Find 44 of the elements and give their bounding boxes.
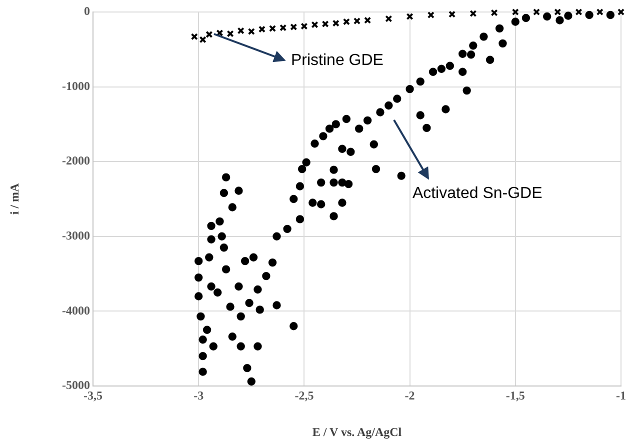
y-tick-label: -4000 xyxy=(62,303,90,318)
point xyxy=(206,30,213,38)
series-label: Pristine GDE xyxy=(291,52,384,70)
point xyxy=(280,24,287,32)
point xyxy=(448,10,456,18)
point xyxy=(554,8,562,16)
x-tick-label: -2,5 xyxy=(294,388,314,402)
point xyxy=(216,29,224,36)
point xyxy=(237,27,244,34)
point xyxy=(190,33,198,40)
point xyxy=(364,16,372,24)
point xyxy=(226,30,234,38)
point xyxy=(258,26,266,33)
point xyxy=(512,8,519,16)
point xyxy=(427,11,434,19)
point xyxy=(353,17,361,25)
point xyxy=(617,8,625,16)
point xyxy=(575,8,582,16)
x-tick-label: -3 xyxy=(194,388,204,402)
point xyxy=(300,22,308,30)
point xyxy=(268,24,276,32)
x-tick-label: -2 xyxy=(404,388,415,402)
y-tick-label: -1000 xyxy=(62,78,90,93)
point xyxy=(406,12,414,20)
point xyxy=(342,18,350,26)
point xyxy=(470,10,477,18)
point xyxy=(385,15,392,22)
point xyxy=(311,21,318,28)
point xyxy=(490,9,498,16)
point xyxy=(290,23,298,31)
x-tick-label: -1 xyxy=(616,388,626,402)
point xyxy=(199,36,206,44)
point xyxy=(532,8,540,16)
point xyxy=(332,20,340,27)
series-label: Activated Sn-GDE xyxy=(412,184,542,202)
y-axis-title: i / mA xyxy=(7,183,22,215)
y-tick-label: 0 xyxy=(84,4,90,18)
y-tick-label: -3000 xyxy=(62,228,90,242)
point xyxy=(248,28,255,35)
y-tick-label: -2000 xyxy=(62,154,90,168)
point xyxy=(322,20,329,28)
x-axis-title: E / V vs. Ag/AgCl xyxy=(312,424,402,439)
x-tick-label: -1,5 xyxy=(506,388,525,402)
point xyxy=(596,8,604,16)
